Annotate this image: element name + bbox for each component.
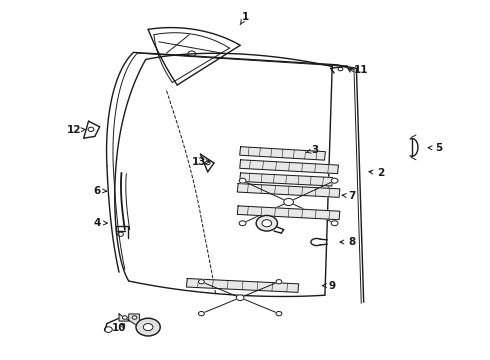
Text: 11: 11 [350, 65, 368, 75]
Circle shape [331, 221, 338, 226]
Circle shape [136, 318, 160, 336]
Circle shape [262, 220, 271, 227]
Circle shape [198, 280, 204, 284]
Circle shape [122, 316, 127, 319]
Circle shape [143, 324, 153, 330]
Text: 3: 3 [306, 145, 319, 155]
Text: 13: 13 [192, 157, 210, 167]
Polygon shape [240, 160, 339, 174]
Circle shape [256, 215, 277, 231]
Circle shape [284, 198, 294, 206]
Text: 12: 12 [67, 125, 85, 135]
Text: 4: 4 [94, 217, 107, 228]
Circle shape [236, 295, 244, 301]
Text: 9: 9 [322, 281, 336, 291]
Circle shape [276, 280, 282, 284]
Text: 6: 6 [94, 186, 107, 195]
Polygon shape [237, 206, 340, 220]
Text: 10: 10 [112, 323, 126, 333]
Circle shape [198, 311, 204, 316]
Text: 5: 5 [428, 143, 442, 153]
Circle shape [239, 178, 246, 183]
Circle shape [132, 316, 137, 319]
Circle shape [276, 311, 282, 316]
Text: 7: 7 [342, 191, 355, 201]
Polygon shape [240, 173, 333, 186]
Polygon shape [240, 147, 325, 160]
Text: 2: 2 [369, 168, 384, 178]
Circle shape [239, 221, 246, 226]
Polygon shape [187, 279, 299, 292]
Polygon shape [119, 314, 147, 327]
Text: 8: 8 [340, 237, 355, 247]
Circle shape [331, 178, 338, 183]
Polygon shape [237, 184, 340, 197]
Text: 1: 1 [240, 12, 248, 25]
